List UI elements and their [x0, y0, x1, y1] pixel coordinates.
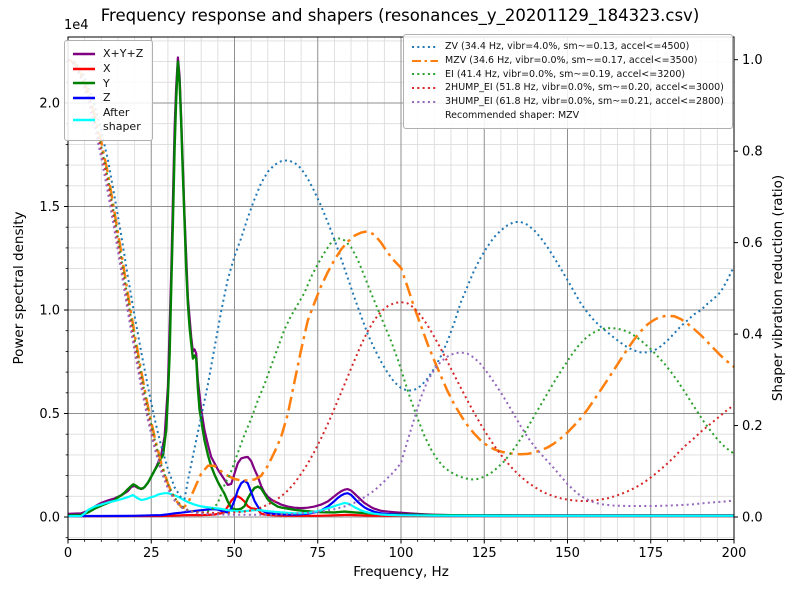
x-axis-label: Frequency, Hz	[353, 564, 449, 580]
legend-shapers: ZV (34.4 Hz, vibr=4.0%, sm~=0.13, accel<…	[403, 34, 733, 129]
y-left-tick-label: 0.0	[39, 511, 60, 526]
legend-item: EI (41.4 Hz, vibr=0.0%, sm~=0.19, accel<…	[411, 68, 724, 82]
y-right-tick-label: 0.4	[742, 328, 763, 343]
y-left-tick-label: 0.5	[39, 407, 60, 422]
legend-swatch-line	[73, 96, 95, 100]
ticks: 0 25 50 75 100 125 150 175 200 0.0 0.5 1.0 1.5 2.0 0.0…	[39, 40, 763, 561]
legend-swatch-line	[412, 59, 438, 62]
legend-item: 3HUMP_EI (61.8 Hz, vibr=0.0%, sm~=0.21, …	[411, 95, 724, 109]
legend-axes: X+Y+Z X Y Z After shaper	[64, 40, 154, 141]
legend-label: After shaper	[103, 106, 141, 133]
x-tick-label: 75	[309, 546, 326, 561]
legend-item: Recommended shaper: MZV	[411, 109, 724, 123]
series-zv	[67, 58, 735, 500]
y-axis-right-label: Shaper vibration reduction (ratio)	[770, 174, 786, 402]
legend-item: X+Y+Z	[72, 47, 143, 61]
legend-swatch-line	[412, 100, 438, 103]
legend-swatch-line	[73, 67, 95, 70]
x-tick-label: 125	[472, 546, 497, 561]
y-left-tick-label: 1.5	[39, 200, 60, 215]
x-tick-label: 25	[143, 546, 160, 561]
legend-swatch-line	[412, 73, 438, 76]
legend-label: 2HUMP_EI (51.8 Hz, vibr=0.0%, sm~=0.20, …	[445, 82, 724, 94]
y-left-tick-label: 2.0	[39, 97, 60, 112]
x-tick-label: 100	[389, 546, 414, 561]
legend-swatch-line	[73, 52, 95, 56]
y-right-tick-label: 0.8	[742, 145, 763, 160]
series-z	[68, 479, 734, 518]
y-axis-offset-text: 1e4	[64, 18, 89, 33]
x-tick-label: 0	[64, 546, 72, 561]
series-x	[68, 495, 734, 518]
legend-item: After shaper	[72, 106, 143, 134]
y-axis-left-label: Power spectral density	[11, 211, 27, 365]
y-right-tick-label: 1.0	[742, 53, 763, 68]
series-ei	[67, 58, 735, 514]
x-tick-label: 50	[226, 546, 243, 561]
legend-label: Recommended shaper: MZV	[445, 109, 580, 121]
legend-label: X+Y+Z	[103, 47, 144, 60]
legend-swatch-line	[412, 45, 438, 48]
series-mzv	[67, 58, 735, 510]
series-3hump-ei	[67, 58, 735, 516]
y-right-tick-label: 0.6	[742, 236, 763, 251]
curves	[67, 56, 735, 518]
series-after-shaper	[67, 492, 734, 518]
legend-label: X	[103, 61, 111, 75]
legend-label: MZV (34.6 Hz, vibr=0.0%, sm~=0.17, accel…	[445, 54, 698, 66]
legend-item: Z	[72, 91, 143, 105]
legend-label: 3HUMP_EI (61.8 Hz, vibr=0.0%, sm~=0.21, …	[445, 96, 724, 108]
y-left-tick-label: 1.0	[39, 304, 60, 319]
legend-item: 2HUMP_EI (51.8 Hz, vibr=0.0%, sm~=0.20, …	[411, 81, 724, 95]
y-right-tick-label: 0.0	[742, 511, 763, 526]
legend-label: Y	[103, 76, 110, 90]
legend-swatch-line	[73, 82, 95, 85]
legend-swatch-line	[73, 118, 95, 121]
legend-label: Z	[103, 91, 111, 105]
page-title: Frequency response and shapers (resonanc…	[100, 6, 700, 25]
legend-swatch-line	[412, 87, 438, 90]
legend-label: EI (41.4 Hz, vibr=0.0%, sm~=0.19, accel<…	[445, 68, 686, 80]
legend-item: Y	[72, 77, 143, 91]
legend-item: MZV (34.6 Hz, vibr=0.0%, sm~=0.17, accel…	[411, 54, 724, 68]
x-tick-label: 200	[722, 546, 747, 561]
legend-item: X	[72, 62, 143, 76]
x-tick-label: 175	[638, 546, 663, 561]
legend-item: ZV (34.4 Hz, vibr=4.0%, sm~=0.13, accel<…	[411, 40, 724, 54]
series-y	[67, 60, 734, 517]
legend-label: ZV (34.4 Hz, vibr=4.0%, sm~=0.13, accel<…	[445, 41, 690, 52]
y-right-tick-label: 0.2	[742, 419, 763, 434]
legend-swatch-blank	[411, 114, 439, 118]
x-tick-label: 150	[555, 546, 580, 561]
